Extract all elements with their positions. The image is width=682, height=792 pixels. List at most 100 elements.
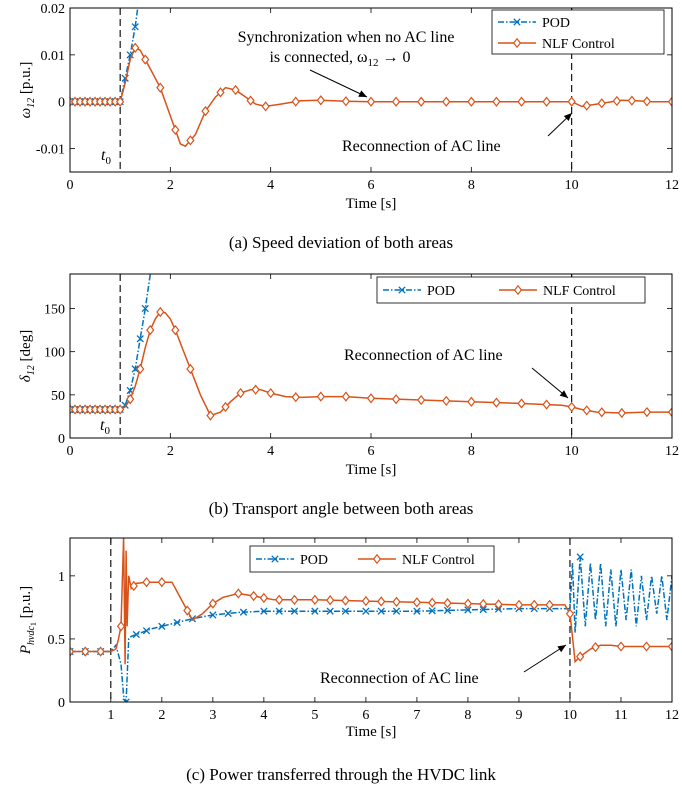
data-point bbox=[392, 607, 401, 615]
arrow-head bbox=[563, 113, 572, 122]
legend-label: POD bbox=[427, 284, 455, 299]
data-point bbox=[443, 606, 452, 615]
data-point bbox=[542, 96, 551, 107]
data-point bbox=[156, 82, 165, 93]
y-axis-unit: [p.u.] bbox=[18, 62, 34, 98]
data-point bbox=[366, 393, 376, 404]
data-point bbox=[81, 646, 90, 657]
data-point bbox=[494, 599, 503, 610]
data-point bbox=[122, 698, 130, 702]
data-point bbox=[642, 96, 652, 107]
x-tick-label: 5 bbox=[311, 708, 318, 723]
data-point bbox=[442, 395, 451, 407]
series-line bbox=[70, 274, 152, 411]
data-point bbox=[597, 98, 606, 109]
y-tick-label: 150 bbox=[44, 303, 65, 318]
x-tick-label: 4 bbox=[260, 708, 267, 723]
legend-box bbox=[491, 9, 665, 55]
data-point bbox=[467, 396, 476, 407]
data-point bbox=[341, 595, 350, 606]
legend-label: NLF Control bbox=[402, 553, 475, 568]
data-point bbox=[251, 384, 260, 395]
data-point bbox=[597, 407, 606, 418]
y-axis-label: δ12 [deg] bbox=[18, 330, 37, 382]
data-point bbox=[428, 607, 436, 615]
y-axis-subsubscript: 1 bbox=[29, 622, 38, 626]
t0-label: t0 bbox=[100, 417, 110, 437]
legend-marker bbox=[513, 284, 523, 296]
data-point bbox=[366, 96, 376, 107]
x-tick-label: 1 bbox=[107, 708, 114, 723]
data-point bbox=[291, 96, 300, 107]
data-point bbox=[443, 597, 452, 609]
data-point bbox=[275, 607, 283, 615]
y-axis-subscript: 12 bbox=[26, 365, 37, 375]
y-tick-label: 0.01 bbox=[41, 49, 66, 64]
data-point bbox=[565, 608, 575, 619]
data-point bbox=[131, 365, 139, 373]
legend-marker bbox=[513, 18, 521, 26]
y-axis-label: ω12 [p.u.] bbox=[18, 62, 37, 119]
data-point bbox=[261, 101, 270, 112]
y-tick-label: 50 bbox=[51, 389, 65, 404]
data-point bbox=[231, 84, 240, 96]
x-tick-label: 2 bbox=[167, 178, 174, 193]
x-tick-label: 6 bbox=[368, 444, 375, 459]
data-point bbox=[96, 646, 105, 657]
y-tick-label: -0.01 bbox=[36, 143, 65, 158]
data-point bbox=[428, 597, 437, 608]
x-tick-label: 9 bbox=[515, 708, 522, 723]
data-point bbox=[617, 407, 626, 419]
data-point bbox=[391, 96, 401, 107]
annotation-arrow bbox=[523, 644, 567, 673]
data-point bbox=[146, 324, 155, 336]
legend-label: POD bbox=[300, 553, 328, 568]
x-tick-label: 4 bbox=[267, 444, 274, 459]
series-line bbox=[70, 46, 672, 148]
data-point bbox=[234, 588, 243, 599]
data-point bbox=[341, 96, 351, 107]
data-point bbox=[131, 42, 140, 53]
legend-marker bbox=[398, 286, 406, 294]
data-point bbox=[542, 399, 551, 410]
data-point bbox=[183, 605, 192, 616]
x-tick-label: 8 bbox=[468, 178, 475, 193]
figure-caption: (a) Speed deviation of both areas bbox=[229, 233, 453, 252]
data-point bbox=[517, 96, 526, 107]
data-point bbox=[591, 641, 600, 653]
data-point bbox=[290, 594, 299, 605]
data-point bbox=[116, 96, 125, 107]
data-point bbox=[186, 135, 195, 146]
legend-marker bbox=[512, 37, 522, 49]
data-point bbox=[208, 598, 217, 609]
data-point bbox=[567, 401, 576, 413]
x-tick-label: 7 bbox=[413, 708, 420, 723]
data-point bbox=[667, 641, 672, 652]
data-point bbox=[362, 607, 370, 615]
y-axis-symbol: P bbox=[18, 645, 34, 655]
x-tick-label: 6 bbox=[368, 178, 375, 193]
y-tick-label: 0 bbox=[58, 696, 65, 711]
data-point bbox=[545, 599, 554, 611]
data-point bbox=[221, 401, 230, 413]
data-point bbox=[616, 641, 626, 652]
arrow-head bbox=[358, 90, 367, 97]
data-point bbox=[126, 393, 135, 405]
data-point bbox=[209, 611, 217, 619]
data-point bbox=[291, 391, 300, 403]
data-point bbox=[316, 95, 325, 106]
x-tick-label: 10 bbox=[563, 708, 577, 723]
data-point bbox=[642, 406, 652, 418]
x-tick-label: 10 bbox=[565, 444, 579, 459]
data-point bbox=[246, 95, 255, 106]
data-point bbox=[582, 405, 591, 416]
x-tick-label: 8 bbox=[464, 708, 471, 723]
annotation-arrow bbox=[309, 69, 368, 98]
data-point bbox=[171, 124, 180, 135]
data-point bbox=[260, 607, 268, 615]
data-point bbox=[311, 607, 319, 615]
y-tick-label: 0.5 bbox=[48, 633, 66, 648]
data-point bbox=[326, 595, 335, 606]
data-point bbox=[129, 580, 138, 592]
